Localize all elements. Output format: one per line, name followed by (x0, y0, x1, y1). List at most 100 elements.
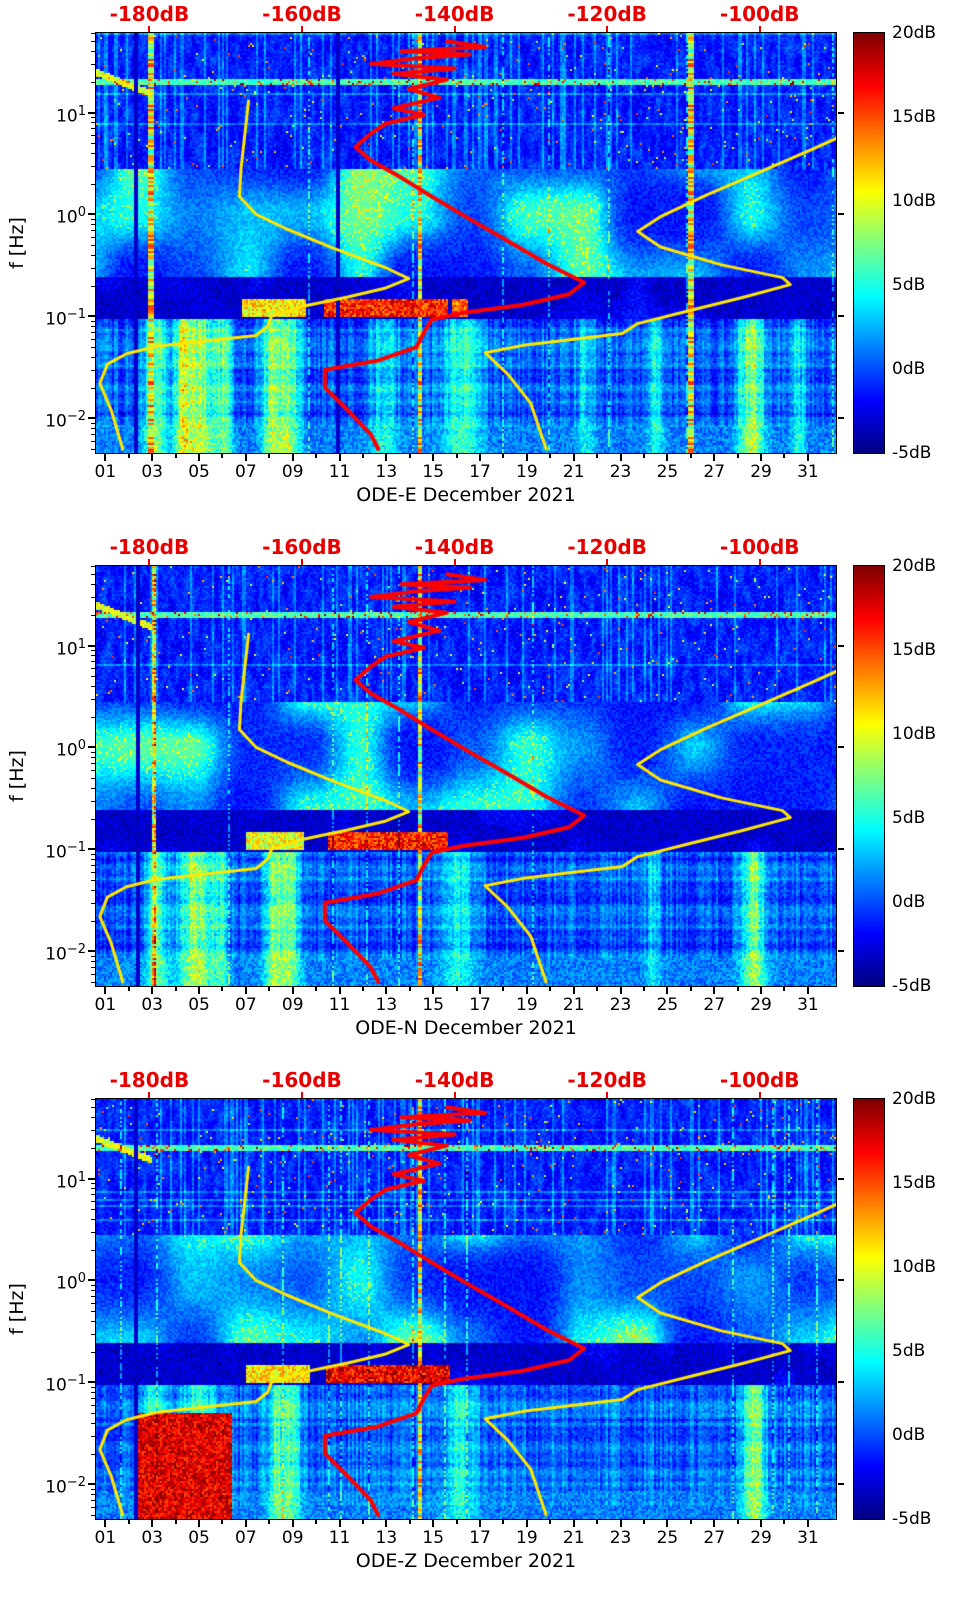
y-minor-tick-mark (91, 865, 95, 867)
x-tick-mark (596, 987, 599, 991)
y-tick-label: 10−1 (45, 307, 86, 331)
y-minor-tick-mark (91, 387, 95, 389)
x-tick-label: 29 (750, 995, 772, 1015)
y-minor-tick-mark (91, 423, 95, 424)
x-tick-label: 23 (609, 462, 632, 482)
top-db-tick-label: -180dB (109, 2, 190, 26)
top-db-tick-mark (300, 559, 303, 565)
x-tick-mark (783, 454, 786, 458)
y-minor-tick-mark (91, 1117, 95, 1119)
x-tick-mark (689, 454, 692, 458)
y-major-tick-mark-right (838, 1279, 844, 1282)
y-minor-tick-mark (91, 698, 95, 700)
top-db-tick-mark (148, 26, 151, 32)
y-minor-tick-mark (91, 81, 95, 83)
spectrogram-canvas-ode-n (96, 566, 836, 986)
y-minor-tick-mark (91, 332, 95, 334)
spectrogram-plot (95, 32, 837, 454)
x-tick-label: 01 (94, 1528, 117, 1548)
y-minor-tick-mark (91, 224, 95, 226)
y-minor-tick-mark (91, 880, 95, 882)
colorbar-tick-label: 0dB (892, 1425, 926, 1445)
y-minor-tick-mark (91, 143, 95, 145)
x-tick-mark (315, 1520, 318, 1524)
x-tick-mark (151, 454, 154, 461)
y-major-tick-mark (88, 315, 95, 318)
colorbar-tick-label: 20dB (892, 1089, 937, 1109)
y-minor-tick-mark (91, 574, 95, 576)
x-tick-mark (174, 454, 177, 458)
x-tick-mark (619, 1520, 622, 1527)
x-tick-mark (174, 1520, 177, 1524)
y-minor-tick-mark (91, 788, 95, 790)
x-tick-mark (338, 1520, 341, 1527)
x-axis-title: ODE-E December 2021 (356, 484, 576, 506)
x-tick-label: 01 (94, 462, 117, 482)
y-minor-tick-mark (91, 956, 95, 957)
y-minor-tick-mark (91, 973, 95, 975)
x-tick-label: 03 (141, 995, 164, 1015)
x-tick-mark (642, 1520, 645, 1524)
y-minor-tick-mark (91, 1333, 95, 1335)
y-minor-tick-mark (91, 219, 95, 221)
x-tick-mark (806, 454, 809, 461)
x-tick-label: 25 (656, 462, 679, 482)
x-axis-title: ODE-N December 2021 (355, 1017, 577, 1039)
x-tick-mark (198, 1520, 201, 1527)
colorbar-tick-label: -5dB (892, 443, 932, 463)
y-minor-tick-mark (91, 1321, 95, 1323)
y-minor-tick-mark (91, 1351, 95, 1353)
colorbar-gradient (854, 1099, 884, 1519)
y-minor-tick-mark (91, 1147, 95, 1149)
y-minor-tick-mark (91, 237, 95, 239)
x-tick-mark (315, 454, 318, 458)
x-tick-label: 17 (469, 995, 491, 1015)
y-minor-tick-mark (91, 1285, 95, 1287)
y-minor-tick-mark (91, 1099, 95, 1101)
y-minor-tick-mark (91, 1506, 95, 1508)
x-tick-mark (619, 454, 622, 461)
x-tick-label: 05 (188, 995, 210, 1015)
x-tick-mark (689, 987, 692, 991)
x-tick-mark (666, 1520, 669, 1527)
x-tick-mark (385, 454, 388, 461)
x-tick-mark (713, 454, 716, 461)
y-minor-tick-mark (91, 51, 95, 53)
x-tick-mark (642, 987, 645, 991)
y-minor-tick-mark (91, 1489, 95, 1490)
y-minor-tick-mark (91, 655, 95, 657)
y-minor-tick-mark (91, 676, 95, 678)
y-minor-tick-mark (91, 339, 95, 340)
y-minor-tick-mark (91, 967, 95, 969)
y-minor-tick-mark (91, 596, 95, 598)
x-tick-mark (713, 987, 716, 994)
y-major-tick-mark-right (838, 213, 844, 216)
spectrogram-panel-ode-e: -180dB -160dB -140dB -120dB -100dB f [Hz] 101 1… (0, 0, 962, 533)
x-tick-mark (104, 454, 107, 461)
top-db-tick-label: -100dB (719, 2, 800, 26)
y-tick-label: 100 (56, 205, 86, 229)
x-tick-mark (713, 1520, 716, 1527)
y-minor-tick-mark (91, 1107, 95, 1109)
x-tick-mark (479, 987, 482, 994)
y-minor-tick-mark (91, 752, 95, 754)
top-db-tick-label: -160dB (262, 535, 342, 559)
x-tick-mark (479, 454, 482, 461)
x-tick-label: 03 (141, 1528, 164, 1548)
y-minor-tick-mark (91, 872, 95, 873)
spectrogram-plot (95, 565, 837, 987)
x-tick-mark (572, 454, 575, 461)
top-db-tick-label: -160dB (262, 2, 342, 26)
y-minor-tick-mark (91, 440, 95, 442)
y-tick-label: 100 (56, 1271, 86, 1295)
x-tick-mark (408, 987, 411, 991)
x-tick-mark (619, 987, 622, 994)
x-tick-label: 11 (328, 1528, 351, 1548)
y-minor-tick-mark (91, 449, 95, 451)
x-tick-mark (666, 987, 669, 994)
y-tick-label: 100 (56, 738, 86, 762)
x-tick-mark (127, 987, 130, 991)
colorbar-tick-label: 20dB (892, 556, 937, 576)
y-minor-tick-mark (91, 757, 95, 759)
x-tick-mark (760, 987, 763, 994)
